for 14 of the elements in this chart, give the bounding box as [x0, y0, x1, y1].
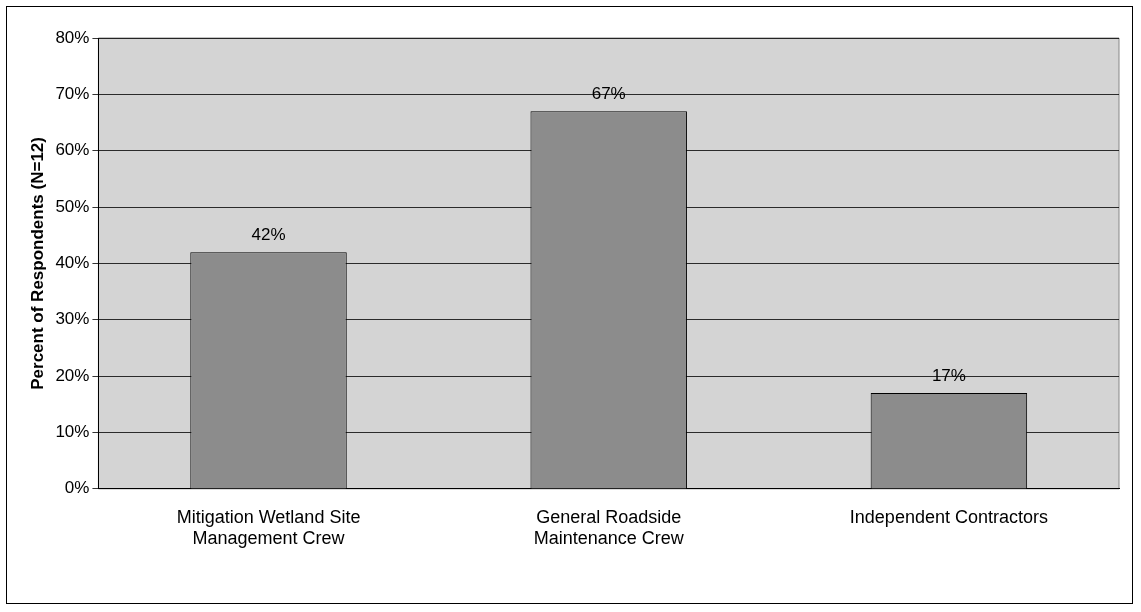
y-tick-label: 10% [55, 422, 90, 442]
x-tick-label: General Roadside Maintenance Crew [533, 506, 685, 549]
x-tick-label: Independent Contractors [849, 506, 1048, 527]
y-tick-label: 20% [55, 365, 90, 385]
y-tick-label: 60% [55, 140, 90, 160]
x-tick-label: Mitigation Wetland Site Management Crew [176, 506, 361, 549]
data-label: 42% [251, 225, 286, 245]
y-axis-title: Percent of Respondents (N=12) [27, 137, 47, 390]
y-tick-label: 70% [55, 84, 90, 104]
y-tick-label: 40% [55, 253, 90, 273]
y-tick-label: 0% [64, 478, 90, 498]
y-tick-label: 30% [55, 309, 90, 329]
y-tick-label: 80% [55, 27, 90, 47]
y-tick-label: 50% [55, 196, 90, 216]
